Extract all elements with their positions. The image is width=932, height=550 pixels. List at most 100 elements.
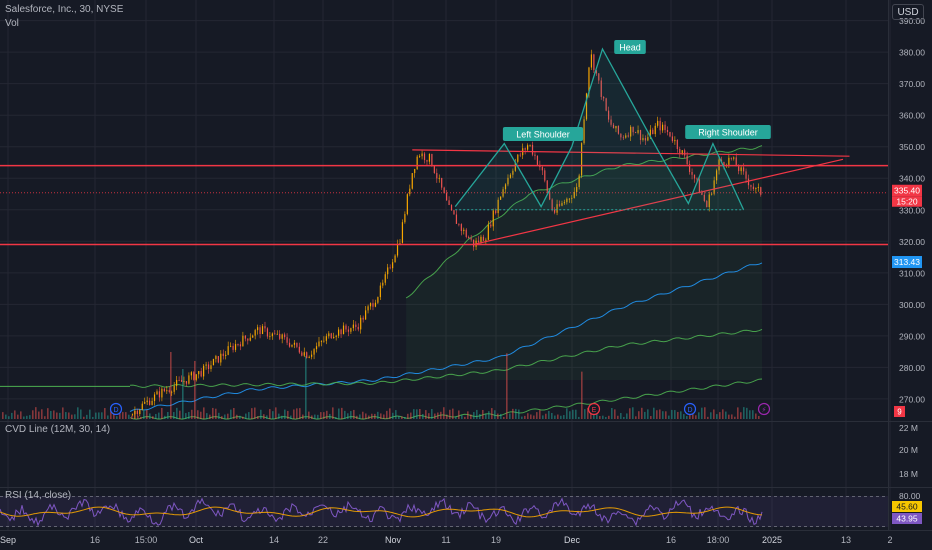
volume-bar [116,416,118,419]
candle-body [482,236,485,241]
candle-body [166,390,168,392]
volume-bar [389,408,391,419]
candle-body [551,199,553,210]
volume-bar [473,412,475,419]
head-label-text: Head [619,43,641,53]
volume-bar [722,409,724,419]
candle-body [583,119,585,144]
volume-bar [719,412,721,419]
head-label[interactable]: Head [614,40,646,54]
volume-bar [401,416,403,419]
event-marker[interactable]: D [683,402,697,416]
symbol-title[interactable]: Salesforce, Inc., 30, NYSE [5,4,124,15]
candle-body [333,336,335,339]
volume-bar [158,412,160,419]
time-tick-label: 11 [441,535,450,545]
candle-body [222,353,224,356]
candle-body [401,222,404,243]
rsi-pane-label[interactable]: RSI (14, close) [5,490,72,501]
volume-bar [164,415,166,419]
volume-bar [5,414,7,419]
candle-body [546,180,548,192]
countdown-badge: 15:20 [896,197,918,207]
volume-bar [419,409,421,419]
volume-bar [404,416,406,419]
volume-bar [92,416,94,419]
volume-bar [380,413,382,419]
candle-body [630,126,632,137]
volume-bar [161,407,163,419]
moving-average-line [405,145,763,299]
candle-body [453,210,455,215]
candle-body [284,334,286,338]
volume-bar [44,416,46,419]
volume-bar [494,410,496,419]
volume-bar [146,409,148,419]
countdown-badge-bg [892,196,922,207]
left-shoulder-label[interactable]: Left Shoulder [502,127,584,141]
candle-body [728,157,730,166]
candle-body [696,178,698,180]
candle-body [271,333,273,337]
candle-body [485,239,487,241]
volume-bar [689,412,691,419]
volume-bar [353,409,355,419]
currency-button[interactable]: USD [892,4,924,20]
volume-bar [230,409,232,419]
volume-label[interactable]: Vol [5,18,19,29]
volume-bar [23,416,25,419]
candle-body [269,336,271,338]
right-shoulder-label[interactable]: Right Shoulder [685,125,771,139]
volume-bar [305,355,307,419]
candle-body [230,345,232,347]
volume-bar [626,413,628,419]
sloped-resistance-line[interactable] [412,149,850,157]
volume-bar [32,410,34,419]
candle-body [507,177,509,185]
volume-bar [335,416,337,419]
candle-body [519,154,521,156]
event-marker[interactable]: E [587,402,601,416]
candle-body [379,285,381,298]
candle-body [654,125,656,135]
candle-body [715,170,718,181]
candle-body [207,364,210,370]
price-tick-label: 290.00 [899,331,925,341]
volume-bar [86,414,88,419]
candle-body [311,354,313,357]
candle-body [708,194,710,208]
last-price-badge-bg [892,184,922,197]
candle-body [610,119,612,125]
event-marker[interactable]: D [109,402,123,416]
volume-bar [710,412,712,419]
candle-body [733,157,735,159]
volume-bar [707,416,709,419]
candle-body [747,178,750,186]
volume-bar [629,408,631,419]
rsi-ma-badge-bg [892,513,922,524]
candle-body [259,327,261,335]
candle-body [735,157,737,167]
candle-body [578,175,580,187]
head-shoulders-pattern[interactable] [454,47,745,211]
volume-bar [413,409,415,419]
candle-body [419,156,421,158]
cvd-pane-label[interactable]: CVD Line (12M, 30, 14) [5,424,111,435]
candle-body [347,329,350,332]
candle-body [679,149,681,154]
candle-body [497,199,499,214]
volume-bar [296,408,298,419]
event-marker[interactable]: ⚡ [757,402,771,416]
candle-body [176,380,178,386]
candle-body [470,238,472,240]
candle-body [198,371,200,375]
candle-body [308,356,310,358]
event-marker-text: E [592,407,597,414]
volume-bar [320,412,322,419]
volume-bar [374,413,376,419]
candle-body [281,334,283,339]
rising-trendline[interactable] [473,158,844,246]
candle-body [296,342,298,347]
